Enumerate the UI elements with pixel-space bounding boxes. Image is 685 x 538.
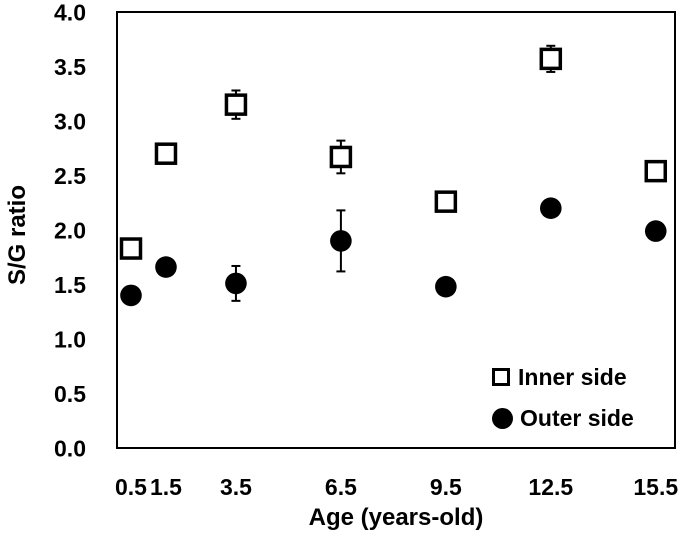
y-tick-label: 4.0 <box>54 0 86 26</box>
y-tick-label: 0.5 <box>54 381 86 407</box>
legend: Inner side Outer side <box>492 362 634 444</box>
data-point-inner-side <box>434 190 458 213</box>
x-tick-label: 15.5 <box>633 474 678 500</box>
y-axis-title: S/G ratio <box>4 184 31 286</box>
legend-item-inner-side: Inner side <box>492 362 634 392</box>
data-point-inner-side <box>224 93 248 116</box>
y-tick-label: 2.5 <box>54 163 86 189</box>
data-point-outer-side <box>225 272 247 295</box>
open-square-icon <box>492 368 510 386</box>
x-tick-label: 6.5 <box>325 474 357 500</box>
x-tick-label: 1.5 <box>150 474 182 500</box>
data-point-outer-side <box>435 275 457 298</box>
x-axis-title: Age (years-old) <box>308 504 484 531</box>
data-point-inner-side <box>329 145 353 169</box>
data-point-outer-side <box>330 230 352 252</box>
x-tick-label: 0.5 <box>115 474 147 500</box>
data-point-inner-side <box>644 159 668 183</box>
data-point-inner-side <box>539 47 563 71</box>
x-tick-label: 9.5 <box>430 474 462 500</box>
y-tick-label: 1.0 <box>54 327 86 353</box>
data-point-outer-side <box>644 220 667 242</box>
legend-label-outer-side: Outer side <box>520 404 634 431</box>
plot-frame <box>116 11 676 449</box>
data-point-outer-side <box>155 256 177 278</box>
data-point-inner-side <box>154 142 178 165</box>
y-tick-label: 3.0 <box>54 109 86 135</box>
filled-circle-icon <box>492 407 513 429</box>
legend-item-outer-side: Outer side <box>492 403 634 433</box>
y-tick-label: 3.5 <box>54 54 86 80</box>
y-tick-label: 2.0 <box>54 218 86 244</box>
y-tick-label: 1.5 <box>54 272 86 298</box>
data-point-inner-side <box>119 237 143 260</box>
legend-label-inner-side: Inner side <box>518 363 627 390</box>
y-tick-label: 0.0 <box>54 436 86 462</box>
data-point-outer-side <box>120 284 142 307</box>
x-tick-label: 12.5 <box>528 474 573 500</box>
data-point-outer-side <box>540 197 562 219</box>
x-tick-label: 3.5 <box>220 474 252 500</box>
